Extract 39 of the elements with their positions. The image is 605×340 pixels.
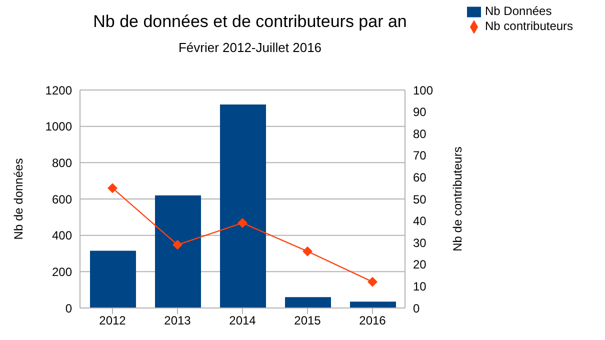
x-tick-label: 2012 <box>99 314 126 328</box>
bar <box>155 195 201 308</box>
bar <box>90 250 136 308</box>
bar <box>350 302 396 308</box>
y-tick-label: 1200 <box>45 83 72 98</box>
y2-tick-label: 80 <box>413 126 427 141</box>
legend-label: Nb Données <box>485 4 552 18</box>
y2-tick-label: 60 <box>413 170 427 184</box>
y-tick-label: 0 <box>65 301 72 316</box>
y2-tick-label: 90 <box>413 105 427 120</box>
y2-tick-label: 70 <box>413 148 427 163</box>
point <box>108 183 118 194</box>
y2-tick-label: 40 <box>413 214 427 228</box>
y2-axis-title: Nb de contributeurs <box>450 146 464 252</box>
x-tick-label: 2013 <box>164 314 192 328</box>
y2-tick-label: 10 <box>413 279 427 294</box>
y-tick-label: 200 <box>52 264 72 279</box>
point <box>302 246 312 256</box>
y2-tick-label: 100 <box>413 83 434 98</box>
point <box>368 276 378 287</box>
legend-label: Nb contributeurs <box>485 18 574 33</box>
y2-tick-label: 20 <box>413 258 427 272</box>
point <box>172 240 182 250</box>
y-tick-label: 800 <box>52 156 72 170</box>
x-tick-label: 2014 <box>229 314 256 328</box>
bar <box>220 104 266 308</box>
point <box>238 218 248 228</box>
y2-tick-label: 50 <box>413 192 427 206</box>
x-tick-label: 2016 <box>359 314 386 328</box>
y2-tick-label: 30 <box>413 236 427 250</box>
x-tick-label: 2015 <box>294 314 322 328</box>
y-tick-label: 400 <box>52 228 72 243</box>
chart-subtitle: Février 2012-Juillet 2016 <box>177 40 323 55</box>
y2-tick-label: 0 <box>413 301 420 316</box>
y-tick-label: 1000 <box>45 120 72 134</box>
y-tick-label: 600 <box>52 192 72 206</box>
chart-title: Nb de données et de contributeurs par an <box>92 12 408 32</box>
y-axis-title: Nb de données <box>11 158 26 240</box>
bar <box>285 297 331 308</box>
